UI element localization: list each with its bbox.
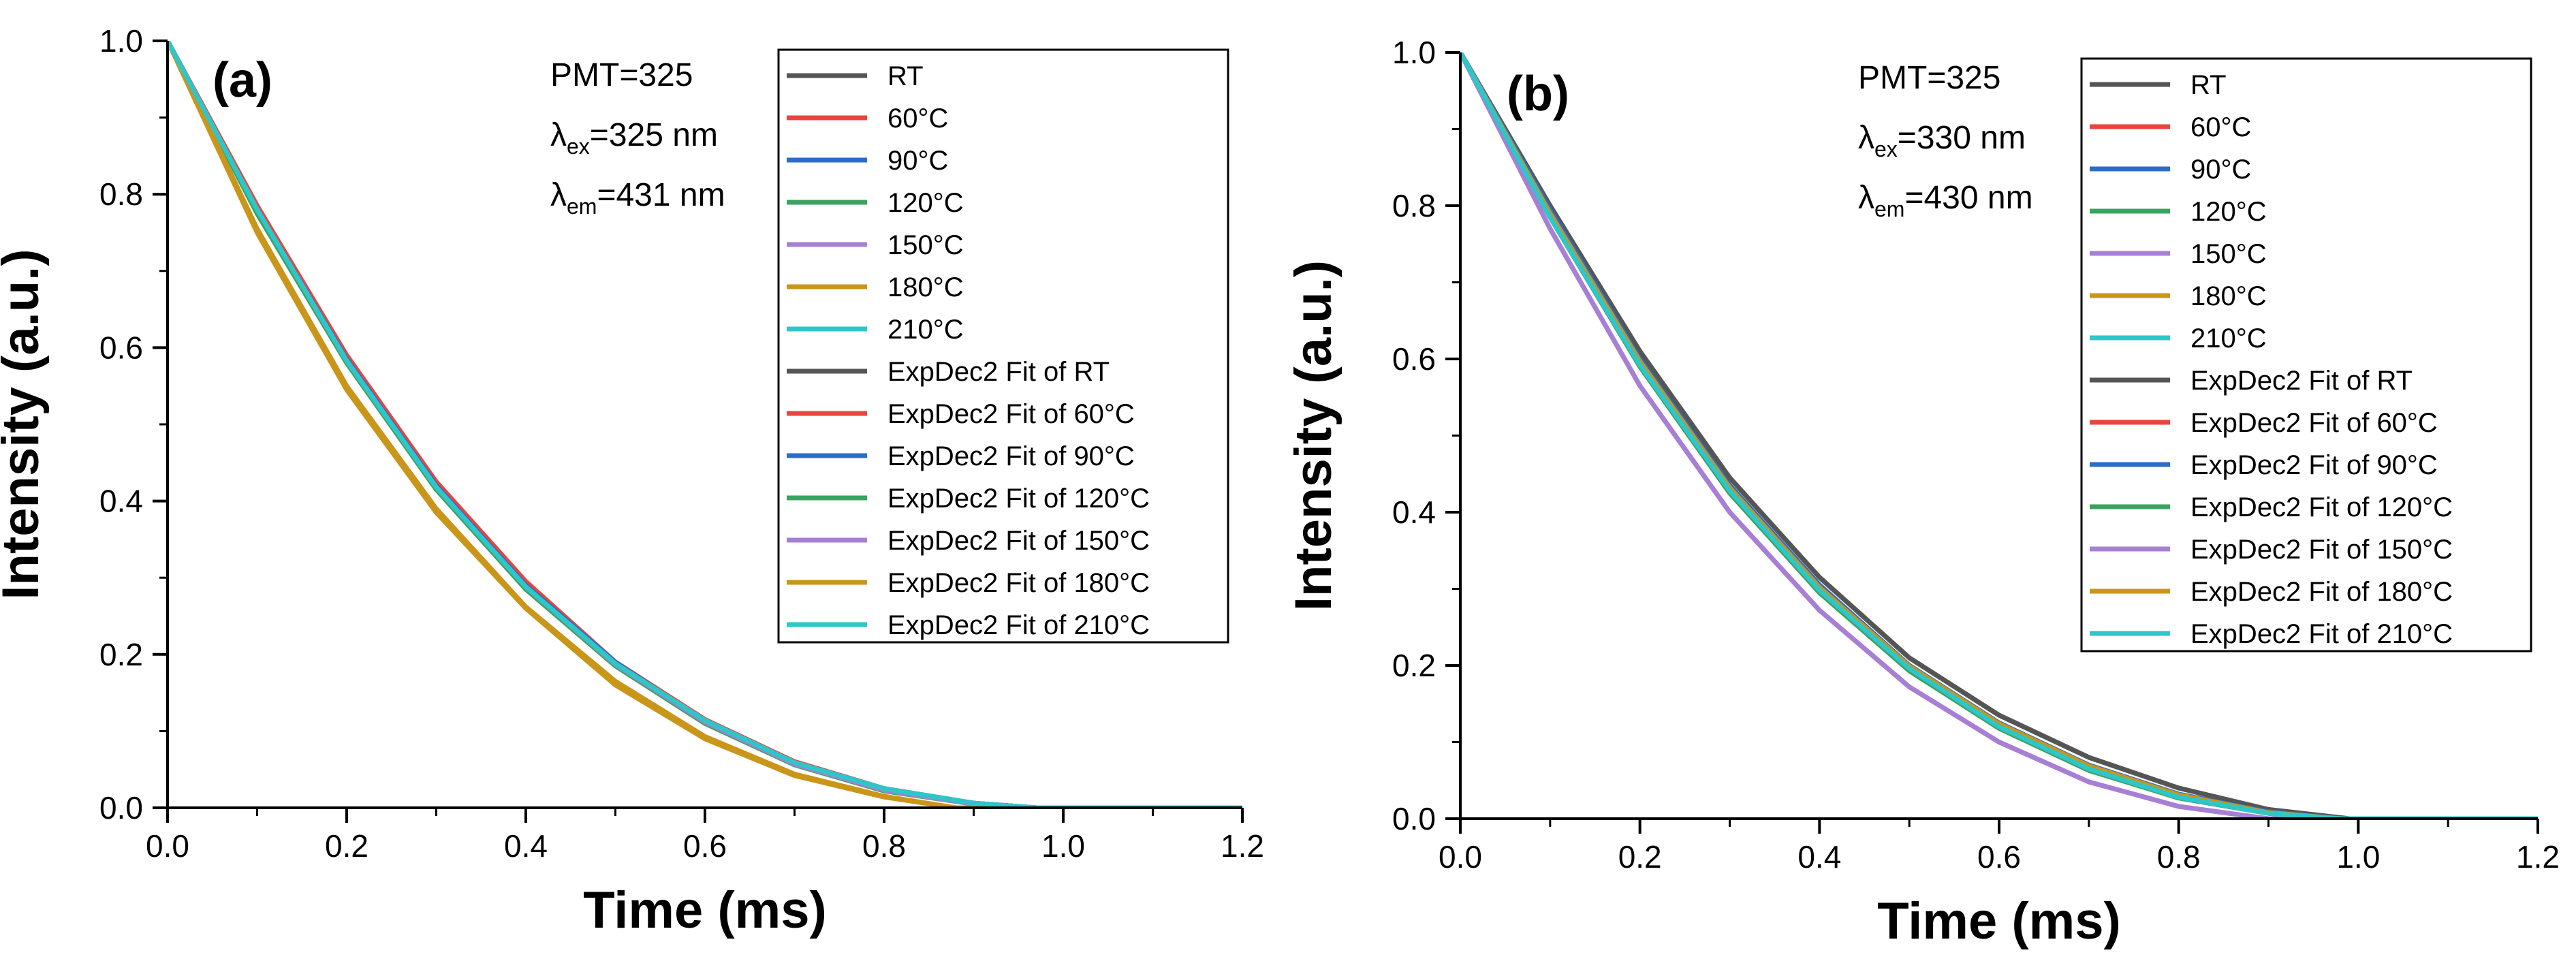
legend-entry-10: ExpDec2 Fit of 120°C [888,484,1150,514]
annotation-0: PMT=325 [1858,60,2000,96]
y-tick-label: 0.0 [99,790,143,826]
x-axis-title: Time (ms) [583,881,827,939]
series-group [1460,52,2538,819]
legend-box [777,48,1229,644]
legend: RT 60°C 90°C 120°C 150°C 180°C 210°C ExpDec2 Fi… [777,48,1229,644]
x-tick-label: 1.0 [2336,839,2380,875]
y-tick-label: 0.2 [1392,648,1436,683]
legend-entry-2: 90°C [888,146,948,176]
annotation-value: =431 nm [597,177,725,213]
legend-entry-0: RT [888,61,924,91]
annotation-subscript: em [567,194,597,219]
legend-entry-12: ExpDec2 Fit of 180°C [888,568,1150,598]
annotation-value: =430 nm [1904,180,2032,216]
annotation-2: λem=430 nm [1858,180,2033,221]
annotation-main: λ [1858,180,1874,216]
legend-entry-3: 120°C [888,188,964,218]
legend-entry-5: 180°C [2190,281,2267,311]
panel-label: (b) [1507,67,1569,121]
annotation-1: λex=330 nm [1858,120,2026,161]
annotation-main: λ [550,117,567,153]
y-tick-label: 0.6 [1392,341,1436,377]
panel-label: (a) [213,53,272,108]
annotation-main: λ [550,177,567,213]
x-tick-label: 0.8 [2157,839,2201,875]
x-tick-label: 0.2 [1618,839,1662,875]
annotation-subscript: ex [567,134,590,159]
y-tick-label: 0.4 [99,484,143,519]
x-axis-title: Time (ms) [1877,892,2121,950]
annotation-0: PMT=325 [550,57,693,93]
legend-entry-5: 180°C [888,272,964,302]
legend-entry-8: ExpDec2 Fit of 60°C [888,399,1135,429]
series-line-11 [1460,52,2538,819]
series-group [168,41,1242,808]
y-tick-label: 0.0 [1392,801,1436,836]
legend-entry-0: RT [2190,70,2227,100]
y-tick-label: 1.0 [1392,35,1436,70]
y-tick-label: 0.4 [1392,494,1436,530]
annotation-subscript: em [1874,197,1904,221]
legend-entry-8: ExpDec2 Fit of 60°C [2190,408,2438,438]
legend-entry-3: 120°C [2190,197,2267,227]
legend-entry-2: 90°C [2190,155,2251,185]
legend-entry-9: ExpDec2 Fit of 90°C [888,441,1135,471]
annotation-main: PMT=325 [1858,60,2000,96]
legend-entry-7: ExpDec2 Fit of RT [2190,366,2413,396]
legend-entry-11: ExpDec2 Fit of 150°C [888,526,1150,556]
annotation-1: λex=325 nm [550,117,718,159]
legend-entry-9: ExpDec2 Fit of 90°C [2190,450,2438,480]
legend-entry-12: ExpDec2 Fit of 180°C [2190,577,2453,607]
x-tick-label: 0.0 [146,828,189,864]
y-axis-title: Intensity (a.u.) [1285,260,1342,611]
legend-entry-13: ExpDec2 Fit of 210°C [2190,619,2453,649]
panel-a: 0.0 0.2 0.4 0.6 0.8 1.0 1.2 0.0 0.2 0.4 0.6 0.8 1.0 T… [0,23,1264,939]
y-tick-label: 0.6 [99,330,143,365]
y-axis-title: Intensity (a.u.) [0,249,50,599]
legend-entry-6: 210°C [888,315,964,345]
x-tick-label: 0.8 [862,828,906,864]
x-tick-label: 1.0 [1041,828,1085,864]
y-tick-label: 1.0 [99,23,143,59]
legend-entry-7: ExpDec2 Fit of RT [888,357,1110,387]
x-tick-label: 0.2 [325,828,368,864]
legend-entry-4: 150°C [888,230,964,260]
x-tick-label: 0.6 [683,828,727,864]
y-tick-label: 0.8 [1392,188,1436,223]
legend-entry-13: ExpDec2 Fit of 210°C [888,610,1150,640]
y-tick-label: 0.2 [99,637,143,672]
legend-entry-11: ExpDec2 Fit of 150°C [2190,535,2453,565]
annotation-main: PMT=325 [550,57,693,93]
x-tick-label: 0.0 [1439,839,1482,875]
panel-b: 0.0 0.2 0.4 0.6 0.8 1.0 1.2 0.0 0.2 0.4 0.6 0.8 1.0 T… [1285,35,2560,950]
series-line-13 [1460,52,2538,819]
legend-entry-10: ExpDec2 Fit of 120°C [2190,492,2453,522]
y-tick-label: 0.8 [99,176,143,212]
legend-entry-1: 60°C [2190,112,2251,142]
annotation-2: λem=431 nm [550,177,725,219]
x-tick-label: 1.2 [2516,839,2560,875]
legend-entry-1: 60°C [888,104,948,133]
legend-entry-6: 210°C [2190,324,2267,353]
series-line-13 [168,41,1242,808]
legend-box [2080,57,2532,653]
x-tick-label: 0.4 [504,828,548,864]
annotation-main: λ [1858,120,1874,156]
x-tick-label: 0.6 [1977,839,2021,875]
x-tick-label: 0.4 [1797,839,1841,875]
legend: RT 60°C 90°C 120°C 150°C 180°C 210°C ExpDec2 Fi… [2080,57,2532,653]
legend-entry-4: 150°C [2190,239,2267,269]
series-line-12 [168,41,1242,808]
annotation-value: =325 nm [590,117,718,153]
annotation-subscript: ex [1874,137,1898,161]
annotation-value: =330 nm [1898,120,2026,156]
x-tick-label: 1.2 [1221,828,1264,864]
